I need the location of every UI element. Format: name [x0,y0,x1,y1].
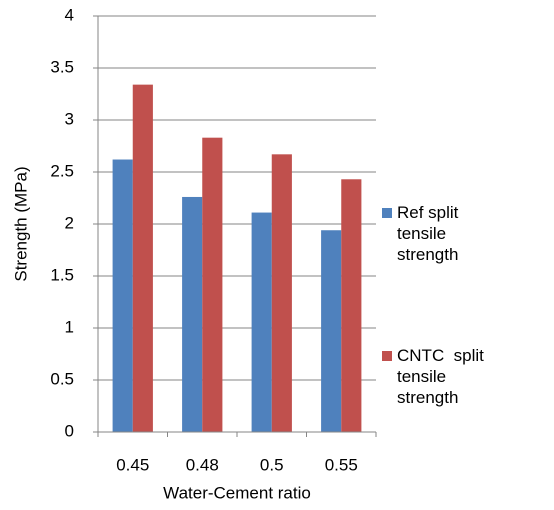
x-tick-label: 0.45 [116,455,149,474]
bar [132,84,153,432]
bar [202,137,223,432]
bar [321,230,342,432]
x-tick-label: 0.5 [260,455,284,474]
y-tick-label: 2 [65,213,74,232]
y-tick-label: 0.5 [50,369,74,388]
x-axis-title: Water-Cement ratio [163,483,311,502]
bar [271,154,292,432]
legend-label: CNTC split tensile strength [397,346,489,407]
bar [251,212,272,432]
legend-label: Ref split tensile strength [397,203,464,264]
y-tick-label: 3.5 [50,57,74,76]
y-tick-label: 1 [65,317,74,336]
y-tick-label: 1.5 [50,265,74,284]
y-tick-label: 3 [65,109,74,128]
y-tick-label: 4 [65,5,74,24]
x-tick-label: 0.55 [325,455,358,474]
legend-swatch [382,208,392,218]
y-tick-label: 2.5 [50,161,74,180]
y-tick-label: 0 [65,421,74,440]
x-tick-label: 0.48 [186,455,219,474]
bar [341,179,362,432]
bar [182,196,203,432]
legend-swatch [382,351,392,361]
y-axis-title: Strength (MPa) [11,166,30,281]
bar [112,159,133,432]
